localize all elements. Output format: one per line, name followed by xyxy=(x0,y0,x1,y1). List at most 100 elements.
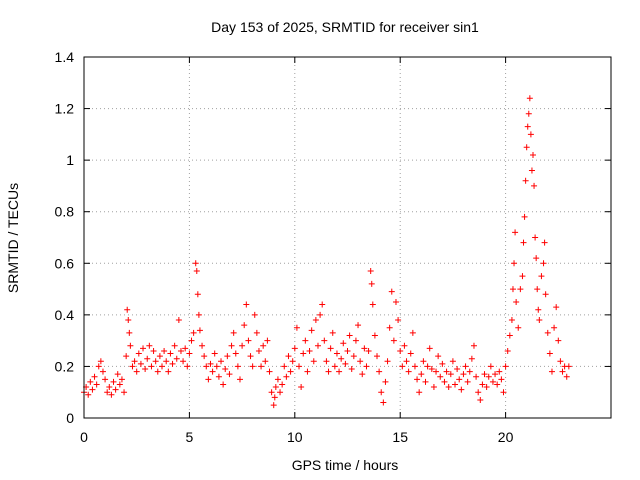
data-point xyxy=(194,291,201,298)
data-point xyxy=(470,342,477,349)
data-point xyxy=(506,332,513,339)
data-point xyxy=(553,304,560,311)
data-point xyxy=(511,260,518,267)
data-point xyxy=(327,345,334,352)
data-point xyxy=(277,389,284,396)
data-point xyxy=(220,381,227,388)
data-point xyxy=(411,363,418,370)
data-point xyxy=(188,337,195,344)
data-point xyxy=(106,384,113,391)
data-point xyxy=(274,376,281,383)
data-point xyxy=(93,381,100,388)
data-point xyxy=(161,347,168,354)
data-point xyxy=(513,298,520,305)
data-point xyxy=(565,363,572,370)
data-point xyxy=(441,378,448,385)
y-axis-label: SRMTID / TECUs xyxy=(5,183,21,293)
y-tick-label: 1 xyxy=(66,152,74,168)
data-point xyxy=(527,131,534,138)
data-point xyxy=(180,358,187,365)
data-point xyxy=(508,317,515,324)
data-point xyxy=(536,317,543,324)
data-point xyxy=(163,358,170,365)
data-point xyxy=(182,345,189,352)
data-point xyxy=(224,353,231,360)
data-point xyxy=(541,239,548,246)
data-point xyxy=(175,317,182,324)
data-point xyxy=(466,368,473,375)
data-point xyxy=(361,345,368,352)
data-point xyxy=(314,342,321,349)
data-point xyxy=(426,345,433,352)
data-point xyxy=(430,384,437,391)
data-point xyxy=(152,358,159,365)
data-point xyxy=(156,353,163,360)
data-point xyxy=(524,123,531,130)
data-point xyxy=(285,353,292,360)
data-point xyxy=(494,381,501,388)
data-point xyxy=(121,389,128,396)
data-point xyxy=(454,366,461,373)
data-point xyxy=(207,360,214,367)
data-point xyxy=(331,363,338,370)
data-point xyxy=(407,350,414,357)
data-point xyxy=(236,376,243,383)
data-point xyxy=(142,366,149,373)
data-point xyxy=(548,368,555,375)
data-point xyxy=(517,286,524,293)
data-point xyxy=(127,342,134,349)
data-point xyxy=(439,360,446,367)
data-point xyxy=(435,353,442,360)
data-point xyxy=(232,350,239,357)
data-point xyxy=(376,368,383,375)
data-point xyxy=(535,306,542,313)
data-point xyxy=(522,177,529,184)
data-point xyxy=(262,358,269,365)
data-point xyxy=(222,366,229,373)
data-point xyxy=(177,347,184,354)
data-point xyxy=(355,322,362,329)
data-point xyxy=(108,391,115,398)
data-point xyxy=(365,347,372,354)
data-point xyxy=(388,288,395,295)
y-tick-label: 1.4 xyxy=(55,49,75,65)
data-point xyxy=(241,322,248,329)
x-tick-label: 10 xyxy=(287,429,303,445)
data-point xyxy=(228,342,235,349)
data-point xyxy=(110,378,117,385)
data-point xyxy=(195,311,202,318)
data-point xyxy=(306,347,313,354)
data-point xyxy=(329,329,336,336)
data-point xyxy=(342,360,349,367)
data-point xyxy=(382,378,389,385)
data-point xyxy=(99,368,106,375)
data-point xyxy=(321,337,328,344)
data-point xyxy=(445,384,452,391)
data-point xyxy=(271,394,278,401)
data-point xyxy=(544,329,551,336)
data-point xyxy=(91,373,98,380)
data-point xyxy=(124,306,131,313)
data-point xyxy=(211,350,218,357)
data-point xyxy=(374,353,381,360)
data-point xyxy=(483,384,490,391)
data-point xyxy=(137,360,144,367)
data-point xyxy=(350,353,357,360)
x-tick-label: 0 xyxy=(80,429,88,445)
data-point xyxy=(319,301,326,308)
data-point xyxy=(363,363,370,370)
data-point xyxy=(492,371,499,378)
data-point xyxy=(116,381,123,388)
data-point xyxy=(317,311,324,318)
data-point xyxy=(530,151,537,158)
data-point xyxy=(390,337,397,344)
data-point xyxy=(209,368,216,375)
data-point xyxy=(531,182,538,189)
data-point xyxy=(380,399,387,406)
data-point xyxy=(563,373,570,380)
data-point xyxy=(144,355,151,362)
data-point xyxy=(519,273,526,280)
data-point xyxy=(340,340,347,347)
data-point xyxy=(199,342,206,349)
